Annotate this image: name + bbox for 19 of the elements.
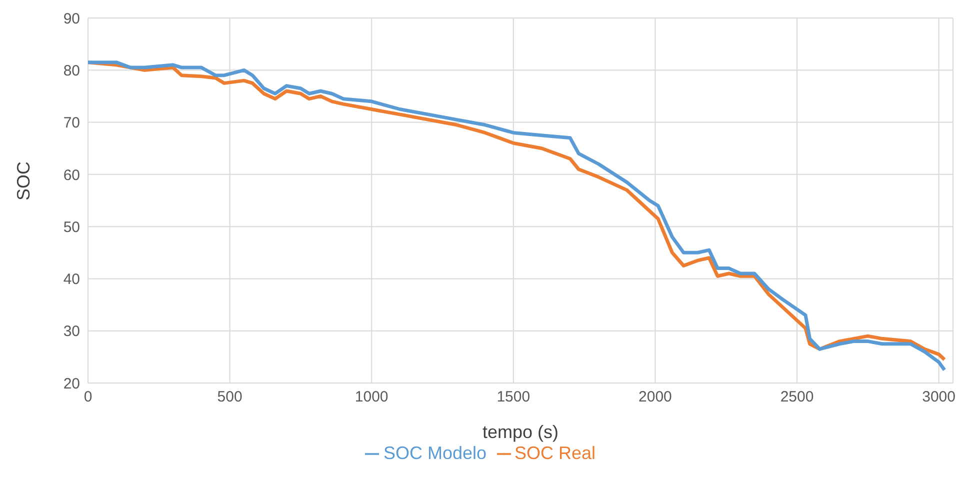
x-tick-label: 500 <box>217 388 242 406</box>
x-tick-label: 3000 <box>922 388 956 406</box>
x-tick-label: 1000 <box>354 388 388 406</box>
y-axis-title: SOC <box>13 161 34 200</box>
legend-label: SOC Real <box>514 443 596 463</box>
x-tick-label: 2000 <box>638 388 672 406</box>
y-tick-label: 60 <box>63 166 80 184</box>
y-tick-label: 30 <box>63 323 80 340</box>
x-tick-label: 0 <box>84 388 92 406</box>
x-tick-label: 2500 <box>780 388 814 406</box>
y-tick-label: 40 <box>63 271 80 288</box>
y-tick-label: 20 <box>63 375 80 392</box>
y-tick-label: 80 <box>63 62 80 80</box>
x-tick-label: 1500 <box>496 388 530 406</box>
y-tick-label: 50 <box>63 218 80 236</box>
x-axis-title: tempo (s) <box>482 422 559 442</box>
y-tick-label: 90 <box>63 10 80 28</box>
legend-label: SOC Modelo <box>383 443 486 463</box>
y-tick-label: 70 <box>63 114 80 132</box>
